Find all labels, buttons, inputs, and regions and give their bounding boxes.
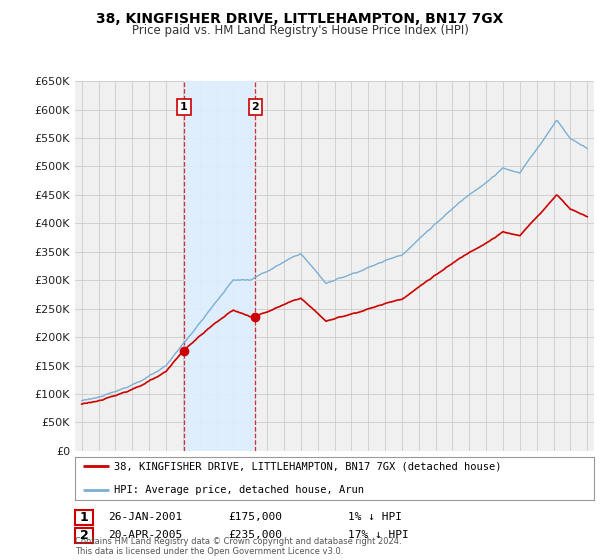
- Text: 17% ↓ HPI: 17% ↓ HPI: [348, 530, 409, 540]
- Text: Contains HM Land Registry data © Crown copyright and database right 2024.
This d: Contains HM Land Registry data © Crown c…: [75, 536, 401, 556]
- Bar: [184, 81, 256, 451]
- Text: 20-APR-2005: 20-APR-2005: [108, 530, 182, 540]
- Text: 2: 2: [251, 102, 259, 112]
- Text: 1% ↓ HPI: 1% ↓ HPI: [348, 512, 402, 522]
- Text: 1: 1: [80, 511, 88, 524]
- Text: £235,000: £235,000: [228, 530, 282, 540]
- Text: £175,000: £175,000: [228, 512, 282, 522]
- Text: 38, KINGFISHER DRIVE, LITTLEHAMPTON, BN17 7GX: 38, KINGFISHER DRIVE, LITTLEHAMPTON, BN1…: [97, 12, 503, 26]
- Text: Price paid vs. HM Land Registry's House Price Index (HPI): Price paid vs. HM Land Registry's House …: [131, 24, 469, 36]
- Text: 2: 2: [80, 529, 88, 542]
- Text: 1: 1: [180, 102, 188, 112]
- Text: 26-JAN-2001: 26-JAN-2001: [108, 512, 182, 522]
- Text: HPI: Average price, detached house, Arun: HPI: Average price, detached house, Arun: [114, 485, 364, 495]
- Text: 38, KINGFISHER DRIVE, LITTLEHAMPTON, BN17 7GX (detached house): 38, KINGFISHER DRIVE, LITTLEHAMPTON, BN1…: [114, 461, 502, 472]
